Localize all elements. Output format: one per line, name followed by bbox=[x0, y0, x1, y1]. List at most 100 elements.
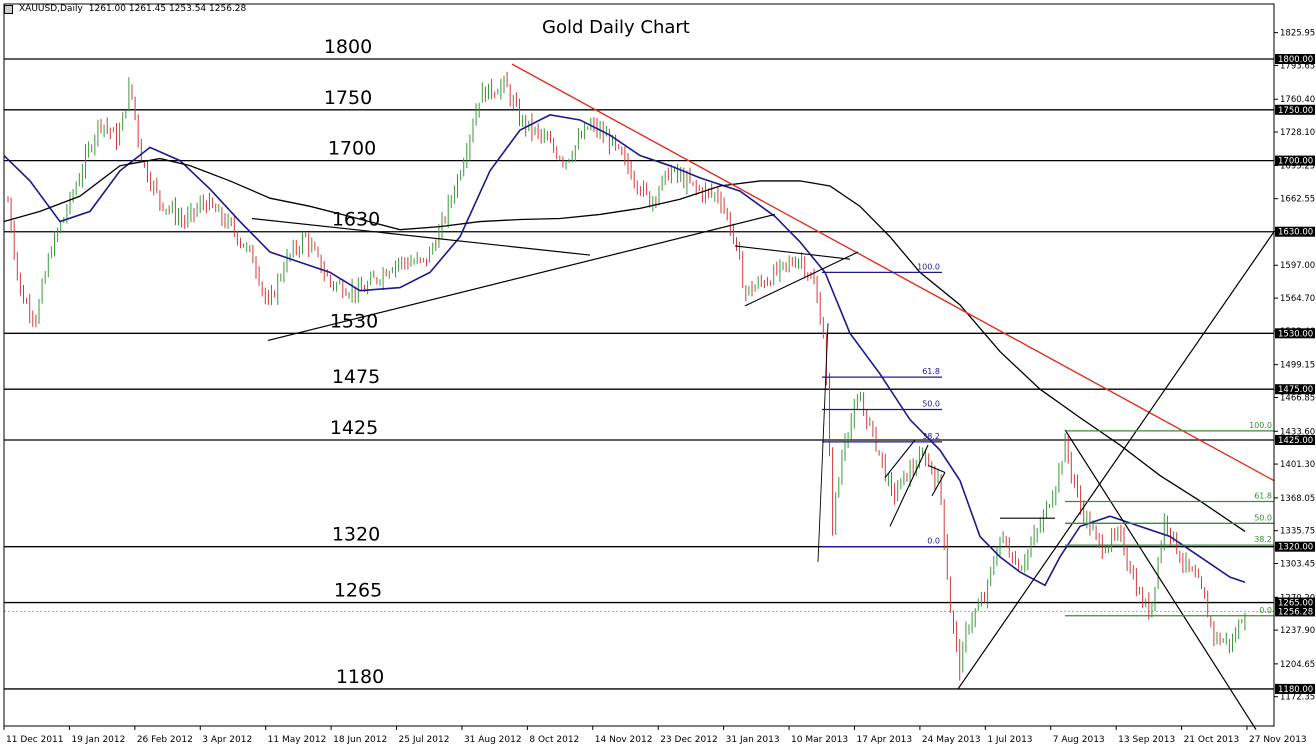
triangle-lower-line[interactable] bbox=[744, 251, 859, 307]
fib1-label-100.0: 100.0 bbox=[917, 262, 940, 271]
y-tick-label: 1760.40 bbox=[1280, 95, 1315, 105]
y-tick-label: 1695.25 bbox=[1280, 161, 1315, 171]
x-tick-label: 7 Aug 2013 bbox=[1053, 735, 1105, 745]
y-tick-label: 1433.60 bbox=[1280, 427, 1315, 437]
y-tick-label: 1335.75 bbox=[1280, 527, 1315, 537]
x-tick-label: 21 Oct 2013 bbox=[1184, 735, 1240, 745]
down-channel-line[interactable] bbox=[1064, 429, 1257, 730]
price-badge bbox=[1275, 597, 1315, 608]
triangle-upper-line[interactable] bbox=[734, 245, 851, 260]
fib2-label-50.0: 50.0 bbox=[1254, 513, 1272, 522]
y-tick-label: 1237.90 bbox=[1280, 626, 1315, 636]
level-label-1265: 1265 bbox=[334, 580, 382, 602]
price-badge bbox=[1275, 384, 1315, 395]
price-badge-label: 1630.00 bbox=[1278, 228, 1313, 238]
fib2-label-61.8: 61.8 bbox=[1254, 491, 1272, 500]
x-tick-label: 13 Sep 2013 bbox=[1118, 735, 1175, 745]
x-tick-label: 11 May 2012 bbox=[268, 735, 327, 745]
y-tick-label: 1401.30 bbox=[1280, 460, 1315, 470]
x-tick-label: 26 Feb 2012 bbox=[137, 735, 193, 745]
x-tick-label: 18 Jun 2012 bbox=[333, 735, 387, 745]
chart-header: XAUUSD,Daily 1261.00 1261.45 1253.54 125… bbox=[4, 4, 246, 14]
price-badge-label: 1180.00 bbox=[1278, 685, 1313, 695]
x-tick-label: 24 May 2013 bbox=[922, 735, 981, 745]
x-tick-label: 3 Apr 2012 bbox=[202, 735, 252, 745]
price-badge bbox=[1275, 54, 1315, 64]
y-tick-label: 1204.65 bbox=[1280, 660, 1315, 670]
pennant-upper-line[interactable] bbox=[251, 217, 591, 256]
price-badge bbox=[1275, 541, 1315, 552]
y-tick-label: 1172.35 bbox=[1280, 693, 1315, 703]
fib1-label-50.0: 50.0 bbox=[922, 400, 940, 409]
price-badge-label: 1800.00 bbox=[1278, 55, 1313, 65]
x-tick-label: 10 Mar 2013 bbox=[791, 735, 848, 745]
fib2-label-0.0: 0.0 bbox=[1259, 606, 1272, 615]
level-label-1425: 1425 bbox=[330, 417, 378, 439]
y-tick-label: 1499.15 bbox=[1280, 361, 1315, 371]
x-tick-label: 17 Apr 2013 bbox=[856, 735, 912, 745]
fib2-label-38.2: 38.2 bbox=[1254, 535, 1272, 544]
x-tick-label: 25 Jul 2012 bbox=[399, 735, 450, 745]
symbol-label: XAUUSD,Daily bbox=[19, 4, 83, 14]
price-badge bbox=[1275, 606, 1315, 617]
fib1-label-38.2: 38.2 bbox=[922, 432, 940, 441]
level-label-1475: 1475 bbox=[332, 366, 380, 388]
level-label-1320: 1320 bbox=[332, 524, 380, 546]
x-tick-label: 14 Nov 2012 bbox=[595, 735, 653, 745]
ma-long-line[interactable] bbox=[3, 157, 1246, 532]
y-tick-label: 1662.55 bbox=[1280, 195, 1315, 205]
price-badge bbox=[1275, 104, 1315, 115]
flag-lower-line[interactable] bbox=[889, 444, 929, 527]
price-badge bbox=[1275, 683, 1315, 694]
price-badge-label: 1256.28 bbox=[1278, 607, 1313, 617]
ma-short-line[interactable] bbox=[3, 114, 1246, 587]
y-tick-label: 1793.65 bbox=[1280, 61, 1315, 71]
price-badge bbox=[1275, 226, 1315, 237]
x-tick-label: 27 Nov 2013 bbox=[1249, 735, 1307, 745]
y-tick-label: 1466.85 bbox=[1280, 393, 1315, 403]
flag-upper-line[interactable] bbox=[884, 439, 916, 478]
price-badge-label: 1530.00 bbox=[1278, 329, 1313, 339]
fib1-label-61.8: 61.8 bbox=[922, 367, 940, 376]
symbol-menu-icon[interactable] bbox=[4, 4, 13, 14]
price-badge-label: 1320.00 bbox=[1278, 543, 1313, 553]
price-badge bbox=[1275, 435, 1315, 445]
level-label-1750: 1750 bbox=[324, 87, 372, 109]
price-badge-label: 1265.00 bbox=[1278, 599, 1313, 609]
y-tick-label: 1597.00 bbox=[1280, 261, 1315, 271]
fib-anchor-line[interactable] bbox=[817, 323, 829, 562]
x-tick-label: 31 Aug 2012 bbox=[464, 735, 522, 745]
price-badge-label: 1750.00 bbox=[1278, 106, 1313, 116]
level-label-1530: 1530 bbox=[330, 310, 378, 332]
y-tick-label: 1728.10 bbox=[1280, 128, 1315, 138]
price-badge bbox=[1275, 155, 1315, 166]
price-badge-label: 1700.00 bbox=[1278, 157, 1313, 167]
up-channel-line[interactable] bbox=[957, 231, 1275, 690]
y-tick-label: 1368.05 bbox=[1280, 494, 1315, 504]
x-tick-label: 11 Dec 2011 bbox=[6, 735, 64, 745]
level-label-1180: 1180 bbox=[336, 666, 384, 688]
wedge-line-a[interactable] bbox=[927, 464, 946, 474]
support-trendline-2012[interactable] bbox=[267, 213, 776, 342]
x-tick-label: 1 Jul 2013 bbox=[987, 735, 1032, 745]
x-tick-label: 23 Dec 2012 bbox=[660, 735, 718, 745]
price-badge-label: 1425.00 bbox=[1278, 436, 1313, 446]
price-badge bbox=[1275, 328, 1315, 339]
ohlc-readout: 1261.00 1261.45 1253.54 1256.28 bbox=[88, 4, 247, 14]
y-tick-label: 1564.70 bbox=[1280, 294, 1315, 304]
x-tick-label: 19 Jan 2012 bbox=[71, 735, 125, 745]
level-label-1700: 1700 bbox=[328, 138, 376, 160]
price-badge-label: 1475.00 bbox=[1278, 385, 1313, 395]
fib1-label-0.0: 0.0 bbox=[927, 537, 940, 546]
chart-title: Gold Daily Chart bbox=[542, 17, 690, 38]
y-tick-label: 1303.45 bbox=[1280, 559, 1315, 569]
fib2-label-100.0: 100.0 bbox=[1249, 421, 1272, 430]
level-label-1630: 1630 bbox=[332, 209, 380, 231]
wedge-line-b[interactable] bbox=[931, 472, 946, 497]
x-tick-label: 31 Jan 2013 bbox=[726, 735, 780, 745]
x-tick-label: 8 Oct 2012 bbox=[529, 735, 579, 745]
y-tick-label: 1825.95 bbox=[1280, 29, 1315, 39]
